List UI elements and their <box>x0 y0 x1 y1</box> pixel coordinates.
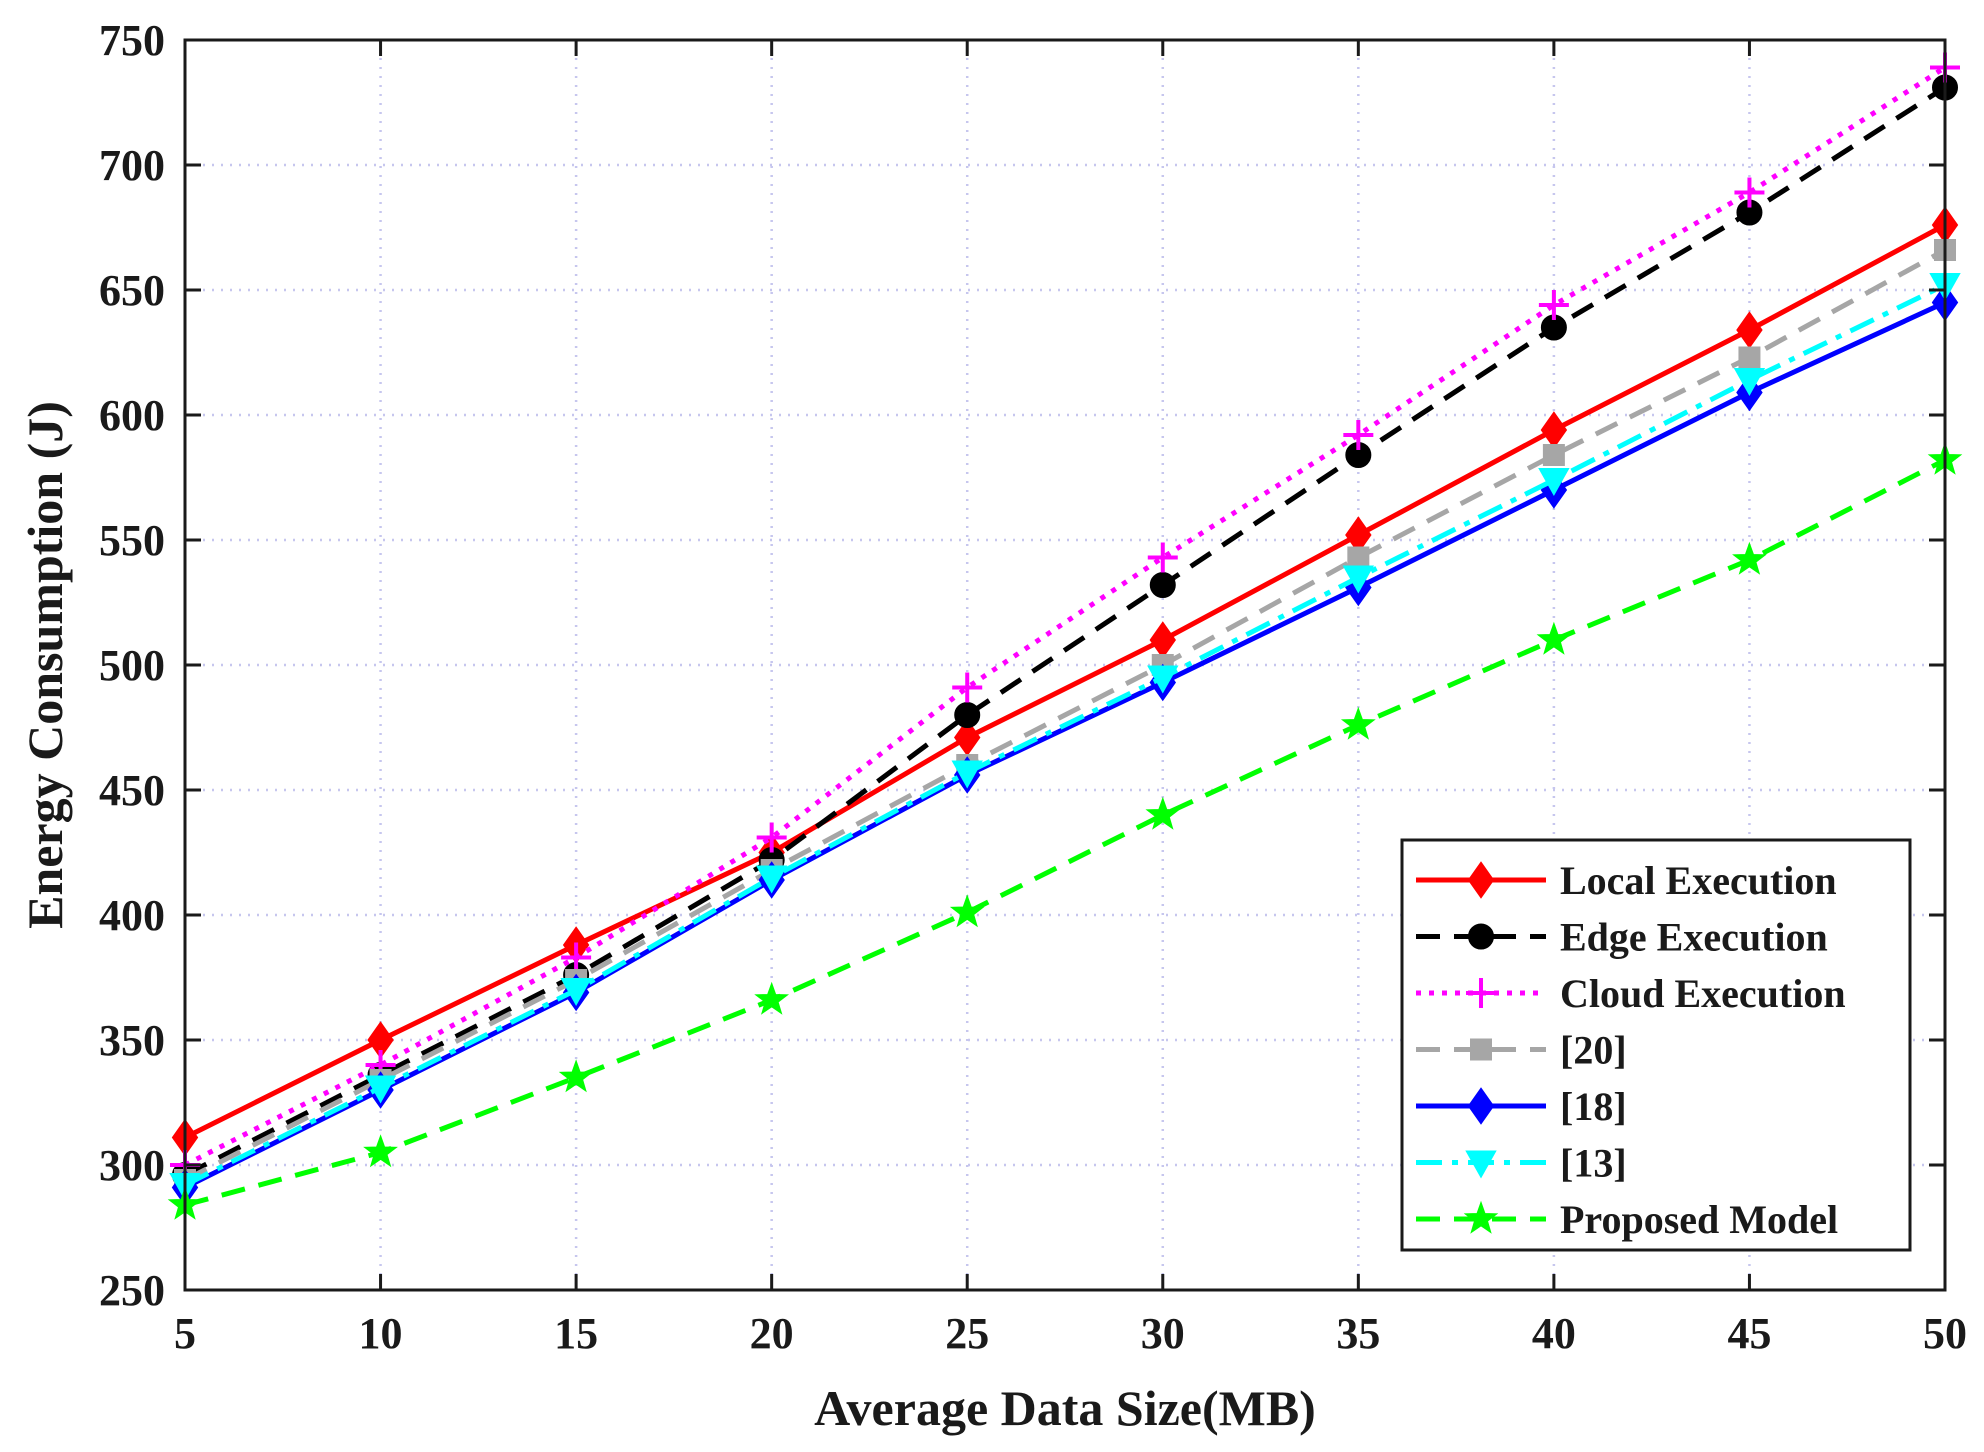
data-point <box>1343 420 1374 450</box>
x-tick-label: 40 <box>1532 1309 1576 1358</box>
legend-marker <box>1463 1200 1499 1234</box>
legend-marker <box>1468 923 1494 950</box>
y-tick-label: 450 <box>99 766 165 815</box>
data-point <box>754 981 790 1015</box>
legend-marker <box>1466 978 1496 1008</box>
x-tick-label: 20 <box>750 1309 794 1358</box>
data-point <box>949 894 985 928</box>
y-axis-title: Energy Consumption (J) <box>17 401 73 929</box>
data-point <box>364 1075 397 1104</box>
legend-label: Local Execution <box>1560 858 1837 903</box>
data-point <box>1732 541 1767 575</box>
series-local-execution <box>171 206 1959 1157</box>
data-point <box>1145 796 1181 830</box>
x-axis-title: Average Data Size(MB) <box>814 1380 1316 1436</box>
data-point <box>1147 542 1178 573</box>
data-point <box>951 760 983 789</box>
x-tick-label: 45 <box>1727 1309 1771 1358</box>
data-point <box>1149 572 1176 598</box>
legend-marker <box>1467 1087 1495 1125</box>
series-proposed-model <box>167 441 1963 1220</box>
data-point <box>363 1134 398 1168</box>
data-point <box>1342 565 1375 594</box>
legend-entry: Proposed Model <box>1416 1197 1838 1242</box>
grid <box>185 40 1945 1290</box>
x-tick-label: 50 <box>1923 1309 1967 1358</box>
data-point <box>1340 706 1376 740</box>
legend-entry: [20] <box>1416 1028 1627 1073</box>
data-point <box>1536 621 1572 655</box>
data-point <box>1347 546 1370 569</box>
data-point <box>1542 444 1565 466</box>
x-tick-label: 15 <box>554 1309 598 1358</box>
legend-entry: [13] <box>1416 1141 1627 1186</box>
data-point <box>952 672 983 703</box>
x-tick-label: 5 <box>174 1309 196 1358</box>
legend-label: [20] <box>1560 1028 1627 1073</box>
series-line <box>183 65 1947 1168</box>
data-point <box>1147 665 1179 694</box>
data-point <box>1733 368 1766 397</box>
x-tick-label: 25 <box>945 1309 989 1358</box>
y-tick-label: 600 <box>99 391 165 440</box>
legend-entry: [18] <box>1416 1084 1627 1129</box>
data-point <box>1538 468 1570 497</box>
series-line <box>183 247 1947 1183</box>
legend: Local Execution Edge Execution Cloud Execu… <box>1400 838 1912 1252</box>
x-tick-label: 35 <box>1336 1309 1380 1358</box>
data-point <box>755 865 788 894</box>
x-tick-label: 30 <box>1141 1309 1185 1358</box>
legend-label: [18] <box>1560 1084 1627 1129</box>
series-line <box>183 282 1947 1188</box>
data-point <box>954 702 981 728</box>
series-line <box>184 457 1947 1208</box>
data-point <box>1538 290 1569 320</box>
y-tick-label: 400 <box>99 891 165 940</box>
y-tick-label: 700 <box>99 141 165 190</box>
y-tick-label: 550 <box>99 516 165 565</box>
x-tick-label: 10 <box>359 1309 403 1358</box>
legend-entry: Edge Execution <box>1416 915 1828 960</box>
legend-marker <box>1465 1150 1497 1179</box>
legend-label: [13] <box>1560 1141 1627 1186</box>
ticks: 5 10 15 20 25 30 35 40 45 50 250 300 350 400 450 500 550… <box>99 16 1967 1358</box>
data-point <box>561 942 592 973</box>
legend-label: Edge Execution <box>1560 915 1828 960</box>
series-line <box>183 222 1947 1140</box>
y-tick-label: 650 <box>99 266 165 315</box>
data-point <box>1734 177 1765 208</box>
data-point <box>1738 346 1761 369</box>
y-tick-label: 750 <box>99 16 165 65</box>
series-line <box>183 85 1947 1178</box>
data-point <box>558 1059 594 1093</box>
data-point <box>560 978 592 1007</box>
data-point <box>756 822 787 853</box>
y-tick-label: 350 <box>99 1016 165 1065</box>
y-tick-label: 500 <box>99 641 165 690</box>
legend-entry: Cloud Execution <box>1416 971 1846 1016</box>
legend-label: Proposed Model <box>1560 1197 1838 1242</box>
series-layer <box>167 52 1963 1220</box>
y-tick-label: 250 <box>99 1266 165 1315</box>
y-tick-label: 300 <box>99 1141 165 1190</box>
legend-entry: Local Execution <box>1416 858 1837 903</box>
legend-label: Cloud Execution <box>1560 971 1846 1016</box>
legend-marker <box>1467 861 1495 899</box>
legend-marker <box>1470 1038 1492 1061</box>
